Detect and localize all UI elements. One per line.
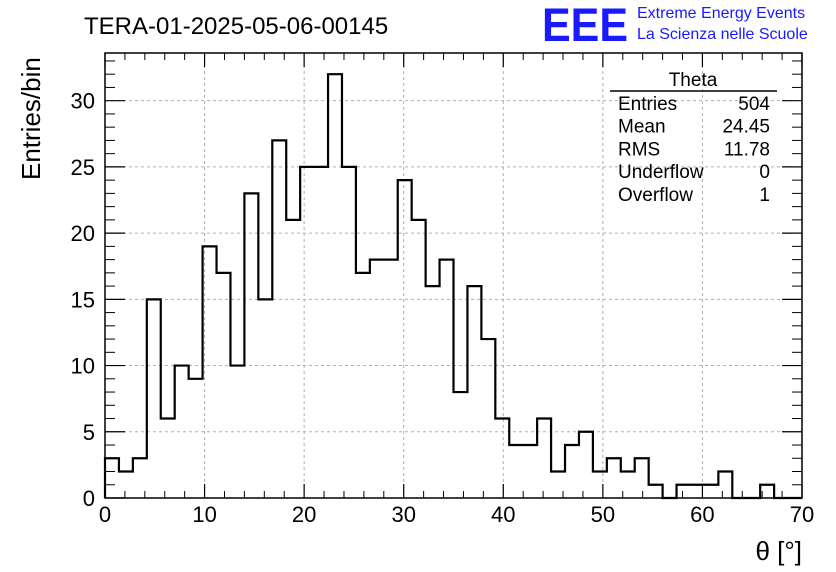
stats-row-value: 11.78: [724, 139, 770, 160]
stats-row-value: 0: [759, 162, 770, 183]
y-tick-label: 10: [71, 354, 95, 379]
stats-row-value: 504: [738, 94, 770, 115]
stats-row-value: 1: [759, 185, 770, 206]
y-tick-label: 0: [83, 486, 95, 511]
x-tick-label: 20: [292, 502, 316, 527]
stats-box-title: Theta: [669, 70, 718, 91]
eee-logo-line1: Extreme Energy Events: [637, 5, 805, 22]
eee-logo: EEE Extreme Energy Events La Scienza nel…: [542, 0, 808, 51]
y-tick-label: 15: [71, 287, 95, 312]
x-tick-label: 60: [690, 502, 714, 527]
y-tick-label: 25: [71, 155, 95, 180]
stats-box-rows: Entries 504 Mean 24.45 RMS 11.78 Underflow 0 Ove…: [618, 94, 770, 206]
y-tick-label: 20: [71, 221, 95, 246]
plot-frame: [104, 52, 803, 499]
x-axis-title: θ [°]: [755, 536, 802, 566]
stats-row-label: Underflow: [618, 162, 704, 183]
eee-logo-mark: EEE: [542, 0, 628, 51]
x-tick-label: 70: [790, 502, 814, 527]
stats-box: Theta Entries 504 Mean 24.45 RMS 11.78 Underfl…: [610, 70, 777, 206]
x-tick-label: 0: [99, 502, 111, 527]
plot-title: TERA-01-2025-05-06-00145: [84, 13, 388, 40]
stats-row-label: Overflow: [618, 185, 693, 206]
stats-row-label: Entries: [618, 94, 677, 115]
stats-row-value: 24.45: [722, 117, 770, 138]
stats-row-label: RMS: [618, 139, 660, 160]
x-tick-label: 50: [591, 502, 615, 527]
x-tick-label: 10: [192, 502, 216, 527]
stats-row-label: Mean: [618, 117, 666, 138]
y-tick-label: 30: [71, 89, 95, 114]
x-tick-label: 40: [491, 502, 515, 527]
x-tick-label: 30: [391, 502, 415, 527]
eee-logo-line2: La Scienza nelle Scuole: [637, 26, 808, 43]
y-axis-title: Entries/bin: [16, 57, 46, 180]
y-tick-label: 5: [83, 420, 95, 445]
